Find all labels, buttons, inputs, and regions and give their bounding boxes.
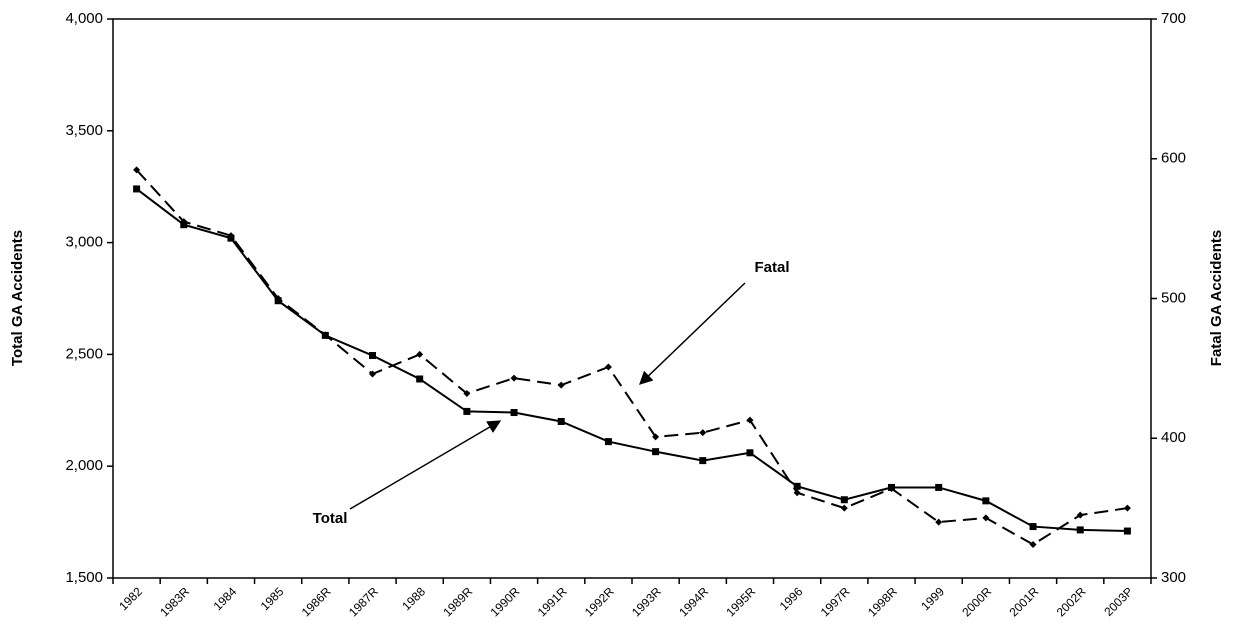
marker (557, 417, 565, 425)
x-tick-label: 1983R (157, 584, 192, 619)
x-tick-label: 1988 (399, 584, 428, 613)
x-tick-label: 1997R (818, 584, 853, 619)
marker (935, 483, 943, 491)
y2-tick-label: 400 (1161, 429, 1186, 446)
annotation: Total (313, 510, 348, 527)
x-tick-label: 1998R (865, 584, 900, 619)
x-tick-label: 1989R (440, 584, 475, 619)
plot-frame (112, 18, 1152, 579)
x-tick-label: 2001R (1006, 584, 1041, 619)
y-tick-label: 2,000 (65, 457, 103, 474)
marker (463, 390, 471, 398)
marker (416, 375, 424, 383)
x-tick-label: 1995R (723, 584, 758, 619)
marker (935, 518, 943, 526)
x-tick-label: 1991R (535, 584, 570, 619)
x-tick-label: 1982 (116, 584, 145, 613)
marker (133, 166, 141, 174)
marker (180, 218, 188, 226)
marker (1076, 511, 1084, 519)
marker (652, 433, 660, 441)
marker (699, 457, 707, 465)
series-line (135, 169, 1128, 546)
x-tick-label: 1999 (918, 584, 947, 613)
marker (133, 185, 141, 193)
marker (793, 482, 801, 490)
marker (793, 489, 801, 497)
x-tick-label: 2002R (1054, 584, 1089, 619)
y2-axis-label: Fatal GA Accidents (1208, 230, 1225, 366)
y-axis-label: Total GA Accidents (9, 230, 26, 366)
y2-tick-label: 600 (1161, 150, 1186, 167)
y2-tick-label: 300 (1161, 569, 1186, 586)
marker (510, 374, 518, 382)
marker (840, 496, 848, 504)
marker (227, 232, 235, 240)
marker (604, 438, 612, 446)
x-tick-label: 2003P (1101, 584, 1135, 618)
marker (369, 370, 376, 378)
x-tick-label: 1994R (676, 584, 711, 619)
y-tick-label: 4,000 (65, 10, 103, 27)
marker (888, 485, 895, 493)
marker (1029, 540, 1037, 548)
marker (652, 448, 660, 456)
y-tick-label: 1,500 (65, 569, 103, 586)
marker (321, 331, 329, 339)
marker (463, 407, 471, 415)
marker (746, 416, 754, 424)
marker (746, 449, 754, 457)
x-tick-label: 1996 (777, 584, 806, 613)
y2-tick-label: 500 (1161, 289, 1186, 306)
y-tick-label: 3,500 (65, 122, 103, 139)
x-tick-label: 2000R (959, 584, 994, 619)
y2-tick-label: 700 (1161, 10, 1186, 27)
marker (274, 295, 282, 302)
marker (557, 381, 565, 389)
marker (1123, 504, 1131, 512)
marker (982, 514, 990, 522)
x-tick-label: 1992R (582, 584, 617, 619)
x-tick-label: 1986R (299, 584, 334, 619)
annotation: Fatal (754, 259, 789, 276)
marker (699, 429, 707, 437)
marker (1076, 526, 1084, 534)
marker (369, 352, 376, 360)
marker (416, 350, 424, 358)
x-tick-label: 1990R (487, 584, 522, 619)
annotation-arrow (349, 420, 502, 510)
marker (840, 504, 848, 512)
annotation-arrow (639, 282, 746, 385)
y-tick-label: 2,500 (65, 345, 103, 362)
x-tick-label: 1993R (629, 584, 664, 619)
marker (982, 497, 990, 505)
marker (604, 363, 612, 371)
series-line (135, 188, 1128, 533)
marker (1123, 527, 1131, 535)
marker (1029, 523, 1037, 531)
x-tick-label: 1985 (258, 584, 287, 613)
marker (510, 409, 518, 417)
y-tick-label: 3,000 (65, 234, 103, 251)
x-tick-label: 1984 (211, 584, 240, 613)
x-tick-label: 1987R (346, 584, 381, 619)
